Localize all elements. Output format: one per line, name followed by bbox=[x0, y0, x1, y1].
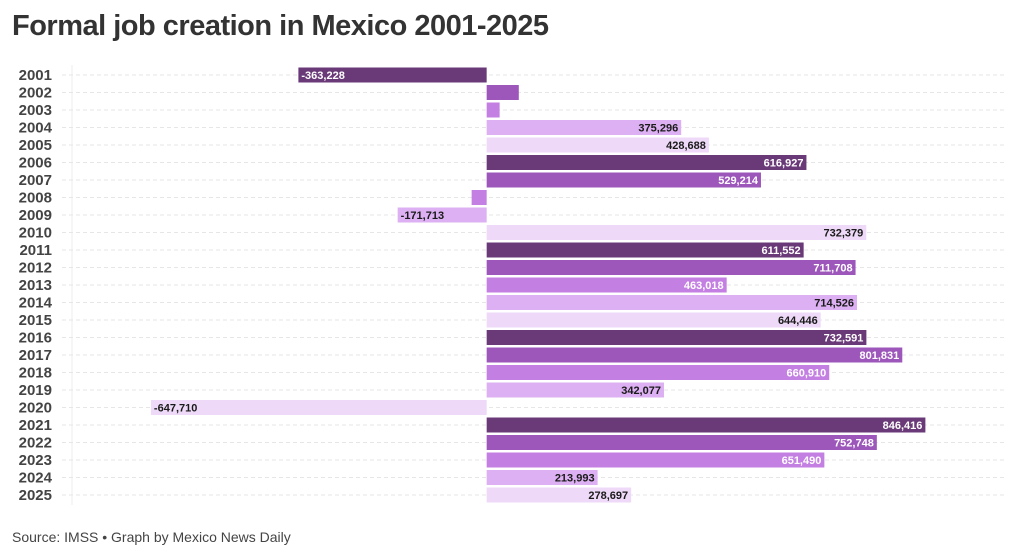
data-label-2024: 213,993 bbox=[555, 473, 595, 485]
bar-2020 bbox=[150, 400, 487, 415]
bar-2010 bbox=[486, 225, 867, 240]
bar-2002 bbox=[486, 85, 519, 100]
data-label-2018: 660,910 bbox=[786, 368, 826, 380]
data-label-2014: 714,526 bbox=[814, 298, 854, 310]
chart-title: Formal job creation in Mexico 2001-2025 bbox=[12, 10, 549, 42]
bar-2006 bbox=[486, 155, 807, 170]
y-tick-label: 2009 bbox=[19, 207, 52, 224]
y-tick-label: 2015 bbox=[19, 312, 52, 329]
source-note: Source: IMSS • Graph by Mexico News Dail… bbox=[12, 529, 291, 545]
data-label-2005: 428,688 bbox=[666, 140, 706, 152]
y-tick-label: 2020 bbox=[19, 400, 52, 417]
bar-2011 bbox=[486, 242, 804, 258]
data-label-2007: 529,214 bbox=[718, 175, 759, 187]
y-tick-label: 2024 bbox=[19, 470, 53, 487]
y-tick-label: 2002 bbox=[19, 85, 52, 102]
data-label-2022: 752,748 bbox=[834, 438, 874, 450]
y-tick-label: 2007 bbox=[19, 172, 52, 189]
bar-2023 bbox=[486, 452, 825, 468]
data-label-2011: 611,552 bbox=[761, 245, 800, 257]
bar-2009 bbox=[397, 207, 487, 223]
bar-2025 bbox=[486, 487, 632, 503]
y-tick-label: 2012 bbox=[19, 260, 52, 277]
data-label-2010: 732,379 bbox=[824, 228, 864, 240]
data-label-2020: -647,710 bbox=[154, 403, 197, 415]
bar-2018 bbox=[486, 365, 830, 380]
y-tick-label: 2016 bbox=[19, 330, 52, 347]
bar-2016 bbox=[486, 330, 867, 345]
data-label-2004: 375,296 bbox=[638, 123, 678, 135]
y-tick-label: 2019 bbox=[19, 382, 52, 399]
data-label-2001: -363,228 bbox=[301, 70, 344, 82]
y-tick-label: 2001 bbox=[19, 67, 52, 84]
y-tick-label: 2014 bbox=[19, 295, 53, 312]
bar-2024 bbox=[486, 470, 598, 485]
data-label-2021: 846,416 bbox=[883, 420, 923, 432]
y-tick-label: 2003 bbox=[19, 102, 52, 119]
bar-2001 bbox=[298, 67, 487, 83]
data-label-2017: 801,831 bbox=[860, 350, 900, 362]
bar-2003 bbox=[486, 102, 500, 118]
bar-2005 bbox=[486, 137, 709, 153]
y-tick-label: 2004 bbox=[19, 120, 53, 137]
y-tick-label: 2018 bbox=[19, 365, 52, 382]
y-tick-label: 2011 bbox=[19, 242, 52, 259]
data-label-2009: -171,713 bbox=[401, 210, 444, 222]
y-tick-label: 2022 bbox=[19, 435, 52, 452]
data-label-2023: 651,490 bbox=[782, 455, 822, 467]
bar-2012 bbox=[486, 260, 856, 275]
bar-2022 bbox=[486, 435, 877, 450]
bar-2017 bbox=[486, 347, 903, 363]
y-tick-label: 2025 bbox=[19, 487, 52, 504]
bar-2008 bbox=[471, 190, 487, 205]
bar-2014 bbox=[486, 295, 858, 310]
bar-2019 bbox=[486, 382, 664, 398]
data-label-2025: 278,697 bbox=[588, 490, 628, 502]
data-label-2013: 463,018 bbox=[684, 280, 724, 292]
y-tick-label: 2013 bbox=[19, 277, 52, 294]
bar-2007 bbox=[486, 172, 761, 188]
y-tick-label: 2021 bbox=[19, 417, 52, 434]
bar-2015 bbox=[486, 312, 821, 328]
y-tick-label: 2006 bbox=[19, 155, 52, 172]
data-label-2016: 732,591 bbox=[824, 333, 864, 345]
y-tick-label: 2010 bbox=[19, 225, 52, 242]
data-label-2019: 342,077 bbox=[621, 385, 661, 397]
y-tick-label: 2008 bbox=[19, 190, 52, 207]
data-label-2012: 711,708 bbox=[813, 263, 852, 275]
bar-2021 bbox=[486, 417, 926, 433]
bar-2004 bbox=[486, 120, 682, 135]
y-tick-label: 2017 bbox=[19, 347, 52, 364]
y-tick-label: 2005 bbox=[19, 137, 52, 154]
data-label-2015: 644,446 bbox=[778, 315, 818, 327]
y-tick-label: 2023 bbox=[19, 452, 52, 469]
bar-2013 bbox=[486, 277, 727, 293]
data-label-2006: 616,927 bbox=[764, 158, 804, 170]
